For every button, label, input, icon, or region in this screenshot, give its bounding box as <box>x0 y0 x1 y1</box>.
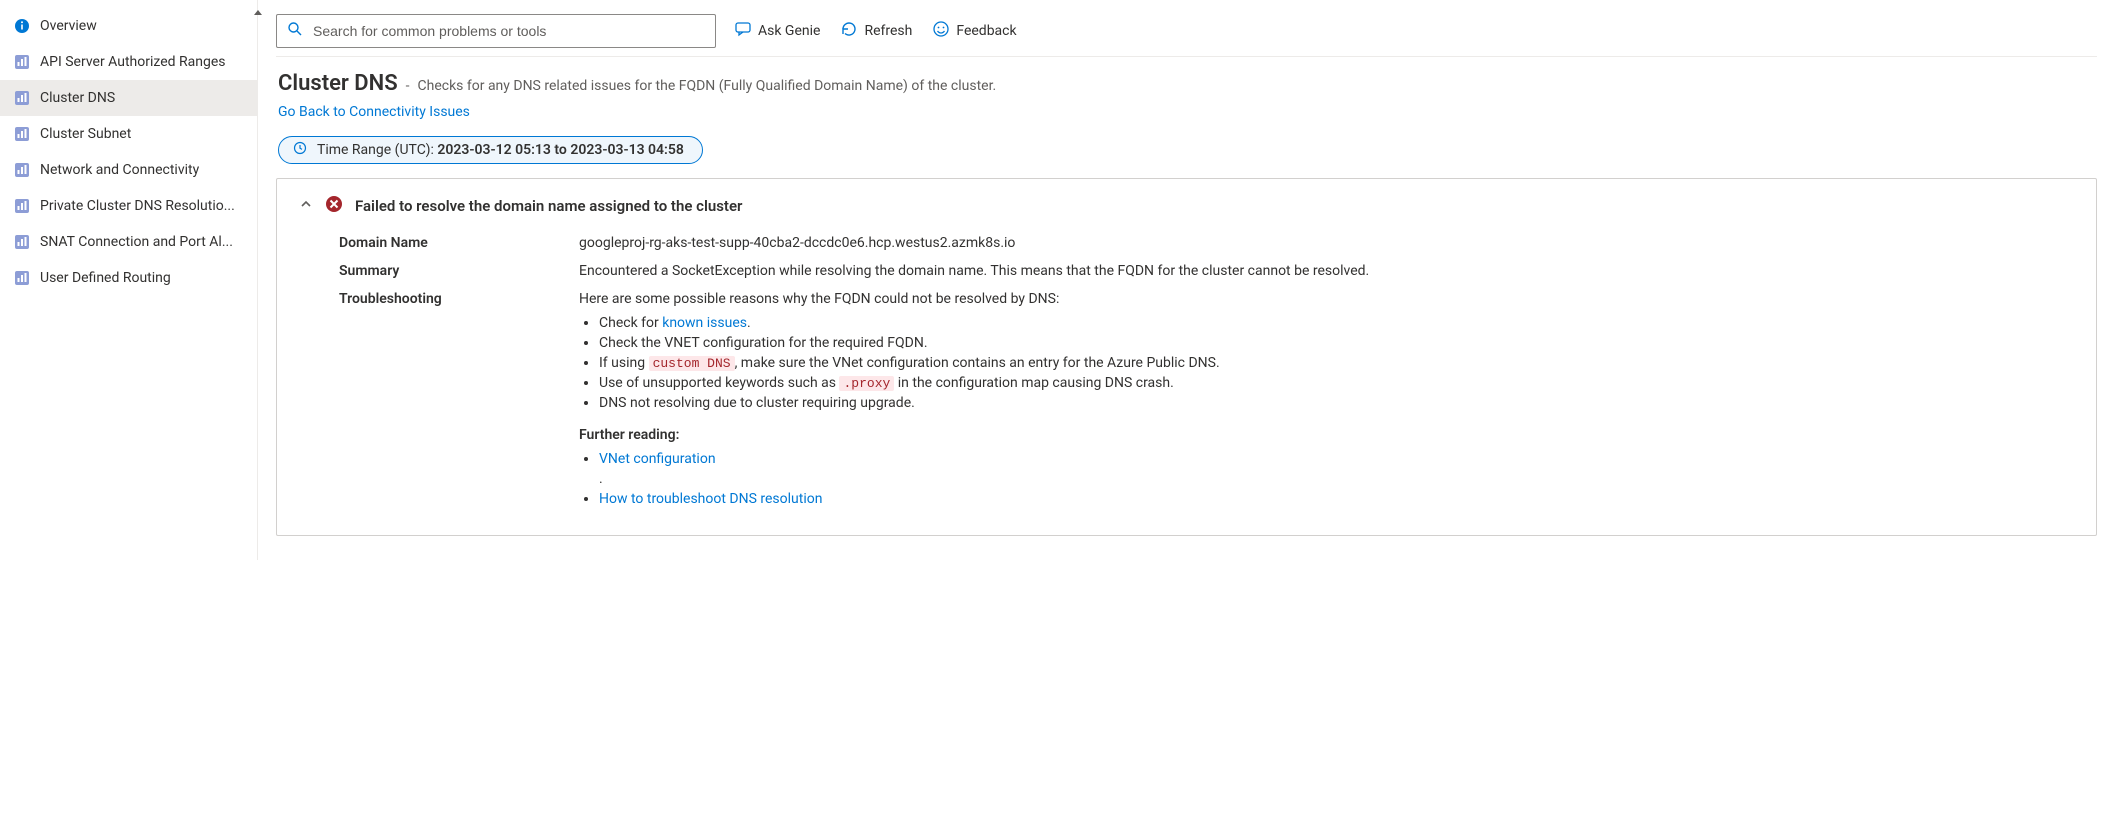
sidebar-overview[interactable]: Overview <box>0 8 257 44</box>
custom-dns-code: custom DNS <box>649 356 735 371</box>
ts-b4-suffix: in the configuration map causing DNS cra… <box>894 375 1174 391</box>
diagnostic-title: Failed to resolve the domain name assign… <box>355 197 742 215</box>
chart-icon <box>14 54 30 70</box>
sidebar-item-label: Cluster Subnet <box>40 126 131 142</box>
summary-value: Encountered a SocketException while reso… <box>579 263 2074 279</box>
smile-icon <box>932 20 950 42</box>
sidebar-item-cluster-dns[interactable]: Cluster DNS <box>0 80 257 116</box>
sidebar-item-api-ranges[interactable]: API Server Authorized Ranges <box>0 44 257 80</box>
diagnostic-expander[interactable]: Failed to resolve the domain name assign… <box>299 195 2074 217</box>
feedback-label: Feedback <box>956 23 1016 39</box>
ts-bullet-1: Check for known issues. <box>599 315 2074 331</box>
search-input[interactable] <box>313 23 705 39</box>
back-link[interactable]: Go Back to Connectivity Issues <box>278 104 470 120</box>
chart-icon <box>14 234 30 250</box>
sidebar-item-label: User Defined Routing <box>40 270 171 286</box>
time-range-pill[interactable]: Time Range (UTC): 2023-03-12 05:13 to 20… <box>278 136 703 164</box>
sidebar-item-label: Private Cluster DNS Resolutio... <box>40 198 235 214</box>
time-range-label: Time Range (UTC): 2023-03-12 05:13 to 20… <box>317 142 684 158</box>
domain-name-value: googleproj-rg-aks-test-supp-40cba2-dccdc… <box>579 235 2074 251</box>
sidebar-item-network[interactable]: Network and Connectivity <box>0 152 257 188</box>
chat-icon <box>734 20 752 42</box>
ts-bullet-4: Use of unsupported keywords such as .pro… <box>599 375 2074 391</box>
time-range-prefix: Time Range (UTC): <box>317 142 437 158</box>
page-header: Cluster DNS - Checks for any DNS related… <box>278 71 2097 96</box>
diagnostic-panel: Failed to resolve the domain name assign… <box>276 178 2097 536</box>
feedback-button[interactable]: Feedback <box>930 16 1018 46</box>
sidebar: Overview API Server Authorized Ranges Cl… <box>0 0 258 560</box>
ts-b4-prefix: Use of unsupported keywords such as <box>599 375 839 391</box>
chevron-up-icon <box>299 197 313 215</box>
chart-icon <box>14 162 30 178</box>
clock-icon <box>293 141 307 159</box>
proxy-code: .proxy <box>839 376 894 391</box>
page-description: Checks for any DNS related issues for th… <box>418 78 997 94</box>
topbar: Ask Genie Refresh Feedback <box>276 14 2097 57</box>
search-box[interactable] <box>276 14 716 48</box>
diagnostic-details: Domain Name googleproj-rg-aks-test-supp-… <box>339 235 2074 511</box>
vnet-config-link[interactable]: VNet configuration <box>599 451 716 467</box>
further-link-2-item: How to troubleshoot DNS resolution <box>599 491 2074 507</box>
ts-b1-prefix: Check for <box>599 315 662 331</box>
sidebar-item-label: API Server Authorized Ranges <box>40 54 226 70</box>
search-icon <box>287 21 303 41</box>
summary-key: Summary <box>339 263 559 279</box>
chart-icon <box>14 198 30 214</box>
ask-genie-button[interactable]: Ask Genie <box>732 16 822 46</box>
ts-b3-prefix: If using <box>599 355 649 371</box>
sidebar-item-label: SNAT Connection and Port Al... <box>40 234 233 250</box>
info-icon <box>14 18 30 34</box>
further-dot: . <box>599 471 2074 487</box>
further-reading-heading: Further reading: <box>579 427 2074 443</box>
sidebar-item-label: Network and Connectivity <box>40 162 199 178</box>
ts-b1-suffix: . <box>747 315 751 331</box>
sidebar-item-snat[interactable]: SNAT Connection and Port Al... <box>0 224 257 260</box>
troubleshooting-content: Here are some possible reasons why the F… <box>579 291 2074 511</box>
ask-genie-label: Ask Genie <box>758 23 820 39</box>
error-icon <box>325 195 343 217</box>
ts-bullet-3: If using custom DNS, make sure the VNet … <box>599 355 2074 371</box>
page-title-separator: - <box>406 78 410 94</box>
page-title: Cluster DNS <box>278 71 398 96</box>
chart-icon <box>14 126 30 142</box>
refresh-label: Refresh <box>864 23 912 39</box>
main-content: Ask Genie Refresh Feedback Cluster DNS -… <box>258 0 2115 560</box>
known-issues-link[interactable]: known issues <box>662 315 747 331</box>
domain-name-key: Domain Name <box>339 235 559 251</box>
ts-b3-suffix: , make sure the VNet configuration conta… <box>735 355 1220 371</box>
ts-bullet-5: DNS not resolving due to cluster requiri… <box>599 395 2074 411</box>
sidebar-collapse-icon[interactable] <box>253 6 263 22</box>
troubleshooting-list: Check for known issues. Check the VNET c… <box>599 315 2074 411</box>
ts-bullet-2: Check the VNET configuration for the req… <box>599 335 2074 351</box>
sidebar-item-cluster-subnet[interactable]: Cluster Subnet <box>0 116 257 152</box>
sidebar-item-udr[interactable]: User Defined Routing <box>0 260 257 296</box>
dns-troubleshoot-link[interactable]: How to troubleshoot DNS resolution <box>599 491 822 507</box>
sidebar-overview-label: Overview <box>40 18 97 34</box>
troubleshooting-key: Troubleshooting <box>339 291 559 511</box>
time-range-value: 2023-03-12 05:13 to 2023-03-13 04:58 <box>437 142 684 158</box>
refresh-icon <box>840 20 858 42</box>
refresh-button[interactable]: Refresh <box>838 16 914 46</box>
sidebar-item-private-dns[interactable]: Private Cluster DNS Resolutio... <box>0 188 257 224</box>
chart-icon <box>14 90 30 106</box>
further-link-1-item: VNet configuration <box>599 451 2074 467</box>
troubleshooting-intro: Here are some possible reasons why the F… <box>579 291 2074 307</box>
further-reading-list: VNet configuration . How to troubleshoot… <box>599 451 2074 507</box>
chart-icon <box>14 270 30 286</box>
sidebar-item-label: Cluster DNS <box>40 90 115 106</box>
